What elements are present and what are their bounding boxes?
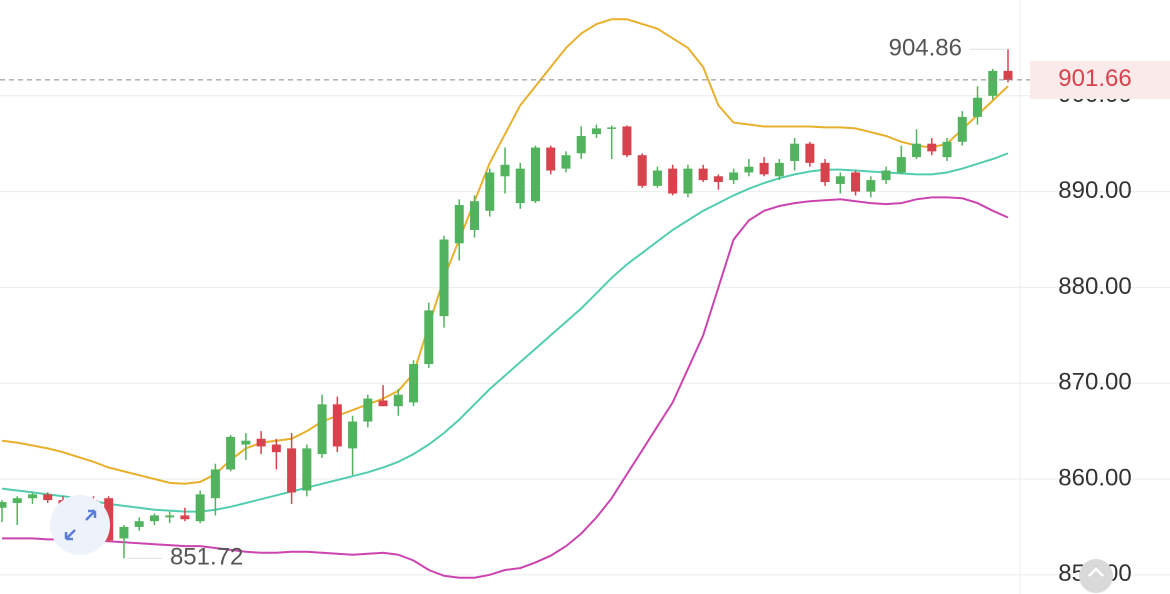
candle-body [378, 400, 388, 407]
label-layer: 850.00860.00870.00880.00890.00900.00904.… [0, 35, 1170, 587]
candle-body [27, 494, 37, 499]
band-layer [1, 18, 1009, 579]
candle-body [820, 162, 830, 183]
candle-body [912, 143, 922, 158]
candle-body [424, 310, 434, 365]
candle-body [805, 143, 815, 163]
candle-body [881, 170, 891, 181]
candle-body [744, 166, 754, 173]
candle-body [210, 469, 220, 499]
candle-body [698, 168, 708, 181]
candle-body [546, 147, 556, 171]
candle-body [271, 444, 281, 453]
min-label: 851.72 [170, 544, 243, 571]
scroll-button-glyph[interactable] [1088, 567, 1104, 577]
candle-body [683, 168, 693, 194]
candle-body [530, 147, 540, 202]
candle-body [515, 168, 525, 204]
candle-body [942, 141, 952, 158]
candle-body [668, 168, 678, 194]
candle-body [454, 205, 464, 244]
y-tick-label: 860.00 [1058, 464, 1131, 491]
y-tick-label: 870.00 [1058, 369, 1131, 396]
candle-body [607, 127, 617, 129]
band-line [2, 196, 1009, 579]
grid-layer [0, 95, 1170, 576]
candle-body [896, 157, 906, 173]
candle-body [256, 438, 266, 447]
candle-body [713, 176, 723, 183]
candle-body [165, 515, 175, 518]
candle-body [12, 498, 22, 503]
candle-body [43, 494, 53, 501]
candle-body [652, 170, 662, 186]
expand-icon-bg[interactable] [50, 495, 110, 555]
expand-icon-glyph[interactable] [64, 509, 97, 541]
band-line [1, 18, 1009, 485]
candle-body [576, 136, 586, 154]
candle-body [774, 162, 784, 177]
candle-body [622, 126, 632, 156]
candle-body [1003, 70, 1013, 80]
candle-body [393, 394, 403, 407]
candle-body [180, 515, 190, 520]
candle-body [302, 448, 312, 491]
candle-body [409, 364, 419, 403]
candle-body [973, 97, 983, 117]
candle-body [363, 398, 373, 422]
candle-body [241, 440, 251, 445]
candle-body [988, 70, 998, 96]
candle-body [317, 404, 327, 455]
candle-body [332, 404, 342, 447]
candle-body [134, 521, 144, 527]
candle-body [957, 116, 967, 142]
candle-body [0, 502, 7, 508]
candle-body [637, 155, 647, 186]
candle-body [866, 180, 876, 192]
candle-body [195, 494, 205, 522]
scroll-button[interactable] [1079, 559, 1113, 593]
candle-body [348, 421, 358, 449]
candle-body [226, 436, 236, 470]
y-tick-label: 890.00 [1058, 177, 1131, 204]
candle-body [790, 143, 800, 161]
candle-body [500, 164, 510, 177]
max-label: 904.86 [889, 35, 962, 62]
expand-icon[interactable] [50, 495, 110, 555]
candle-body [729, 172, 739, 181]
candle-body [927, 143, 937, 152]
candle-body [149, 515, 159, 522]
last-price-label: 901.66 [1058, 65, 1131, 92]
last-price-box [1030, 60, 1170, 99]
candle-body [759, 162, 769, 175]
candle-body [439, 239, 449, 317]
candle-body [851, 172, 861, 192]
candle-body [591, 128, 601, 135]
candle-body [470, 201, 480, 230]
candle-body [119, 526, 129, 539]
candle-body [287, 448, 297, 493]
candle-body [485, 172, 495, 211]
band-line [1, 152, 1009, 513]
candle-body [561, 155, 571, 169]
candle-body [835, 176, 845, 184]
candle-layer [0, 49, 1013, 559]
y-tick-label: 880.00 [1058, 273, 1131, 300]
